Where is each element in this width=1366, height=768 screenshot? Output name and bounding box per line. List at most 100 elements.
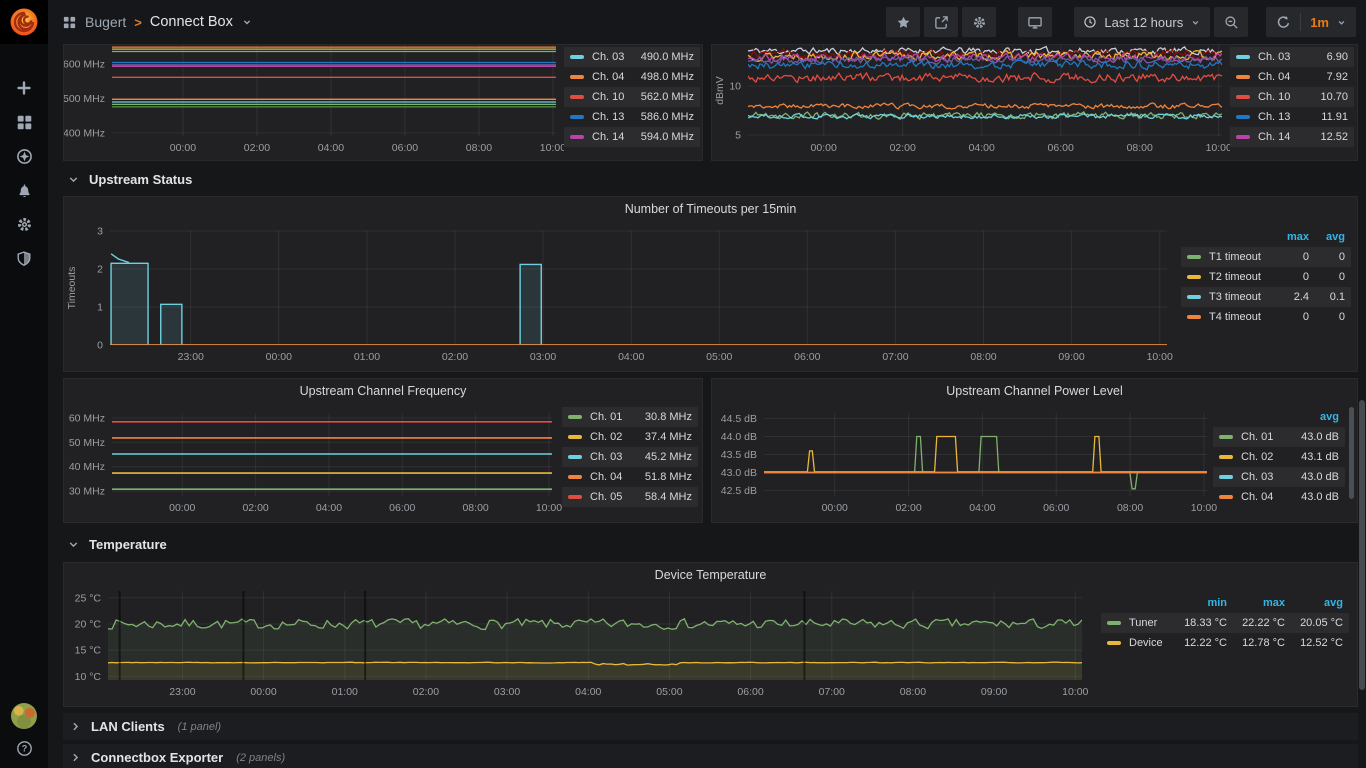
user-avatar[interactable] — [11, 703, 37, 729]
legend-row[interactable]: Ch. 14 12.52 — [1230, 127, 1354, 147]
series-color-swatch[interactable] — [1219, 495, 1233, 499]
series-color-swatch[interactable] — [570, 115, 584, 119]
series-color-swatch[interactable] — [1187, 315, 1201, 319]
breadcrumb[interactable]: Bugert > Connect Box — [62, 14, 253, 30]
dashboard-title[interactable]: Connect Box — [149, 14, 233, 30]
series-color-swatch[interactable] — [1107, 621, 1121, 625]
legend-row[interactable]: Ch. 04 498.0 MHz — [564, 67, 700, 87]
timeouts-chart[interactable]: 23:00 00:00 01:00 02:00 03:00 04:00 05:00 06:00… — [64, 197, 1179, 371]
legend-row[interactable]: Ch. 03 45.2 MHz — [562, 447, 698, 467]
legend-row[interactable]: Ch. 03 6.90 — [1230, 47, 1354, 67]
legend-stat-header[interactable]: avg — [1320, 411, 1339, 423]
series-color-swatch[interactable] — [568, 475, 582, 479]
legend-stat-header[interactable]: max — [1262, 597, 1285, 609]
series-color-swatch[interactable] — [1236, 55, 1250, 59]
panel-title[interactable]: Number of Timeouts per 15min — [624, 202, 797, 216]
legend-row[interactable]: Ch. 14 594.0 MHz — [564, 127, 700, 147]
legend-stat-header[interactable]: max — [1286, 231, 1309, 243]
legend-row[interactable]: Ch. 04 43.0 dB — [1213, 487, 1345, 507]
section-temperature[interactable]: Temperature — [63, 531, 1358, 558]
breadcrumb-folder[interactable]: Bugert — [85, 14, 127, 30]
chart-canvas[interactable]: 23:00 00:00 01:00 02:00 03:00 04:00 05:00 06:00… — [64, 197, 1179, 371]
chart-canvas[interactable]: 23:00 00:00 01:00 02:00 03:00 04:00 05:00 06:00… — [64, 563, 1094, 706]
alerting-button[interactable] — [13, 180, 35, 200]
chart-canvas[interactable]: 00:00 02:00 04:00 06:00 08:00 10:00 400 MHz 500… — [64, 45, 566, 160]
refresh-interval-picker[interactable]: 1m — [1301, 7, 1356, 37]
zoom-out-button[interactable] — [1214, 7, 1249, 37]
legend-row[interactable]: T2 timeout 0 0 — [1181, 267, 1351, 287]
series-color-swatch[interactable] — [1187, 275, 1201, 279]
dashboard-settings-button[interactable] — [962, 7, 997, 37]
legend-stat-header[interactable]: avg — [1326, 231, 1345, 243]
upstream-power-chart[interactable]: 00:00 02:00 04:00 06:00 08:00 10:00 42.5 dB 43.… — [712, 379, 1217, 522]
question-icon: ? — [16, 740, 32, 756]
series-color-swatch[interactable] — [568, 495, 582, 499]
legend-row[interactable]: Ch. 13 586.0 MHz — [564, 107, 700, 127]
series-color-swatch[interactable] — [1236, 135, 1250, 139]
panel-title[interactable]: Device Temperature — [654, 568, 767, 582]
legend-row[interactable]: T1 timeout 0 0 — [1181, 247, 1351, 267]
upstream-frequency-chart[interactable]: 00:00 02:00 04:00 06:00 08:00 10:00 30 MHz 40 M… — [64, 379, 562, 522]
star-dashboard-button[interactable] — [886, 7, 921, 37]
create-button[interactable] — [13, 78, 35, 98]
series-color-swatch[interactable] — [1187, 295, 1201, 299]
grafana-logo[interactable] — [0, 0, 48, 44]
panel-title[interactable]: Upstream Channel Power Level — [946, 384, 1123, 398]
legend-row[interactable]: Ch. 05 58.4 MHz — [562, 487, 698, 507]
series-color-swatch[interactable] — [1236, 115, 1250, 119]
legend-row[interactable]: Ch. 10 562.0 MHz — [564, 87, 700, 107]
series-color-swatch[interactable] — [570, 55, 584, 59]
legend-row[interactable]: Ch. 03 43.0 dB — [1213, 467, 1345, 487]
legend-stat-header[interactable]: min — [1207, 597, 1227, 609]
section-upstream-status[interactable]: Upstream Status — [63, 166, 1358, 193]
legend-row[interactable]: Ch. 13 11.91 — [1230, 107, 1354, 127]
page-scrollbar[interactable] — [1359, 400, 1365, 690]
series-color-swatch[interactable] — [570, 95, 584, 99]
series-color-swatch[interactable] — [568, 435, 582, 439]
series-color-swatch[interactable] — [1219, 475, 1233, 479]
refresh-button[interactable] — [1266, 7, 1300, 37]
legend-row[interactable]: Ch. 02 43.1 dB — [1213, 447, 1345, 467]
device-temperature-chart[interactable]: 23:00 00:00 01:00 02:00 03:00 04:00 05:00 06:00… — [64, 563, 1094, 706]
legend-scrollbar[interactable] — [1349, 407, 1354, 499]
explore-button[interactable] — [13, 146, 35, 166]
time-range-picker[interactable]: Last 12 hours — [1074, 7, 1211, 37]
legend-row[interactable]: T3 timeout 2.4 0.1 — [1181, 287, 1351, 307]
chart-canvas[interactable]: 00:00 02:00 04:00 06:00 08:00 10:00 42.5 dB 43.… — [712, 379, 1217, 522]
legend-row[interactable]: Ch. 04 7.92 — [1230, 67, 1354, 87]
chart-canvas[interactable]: 00:00 02:00 04:00 06:00 08:00 10:00 30 MHz 40 M… — [64, 379, 562, 522]
legend-row[interactable]: Ch. 10 10.70 — [1230, 87, 1354, 107]
series-color-swatch[interactable] — [1219, 435, 1233, 439]
series-color-swatch[interactable] — [1187, 255, 1201, 259]
configuration-button[interactable] — [13, 214, 35, 234]
legend-row[interactable]: Tuner 18.33 °C 22.22 °C 20.05 °C — [1101, 613, 1349, 633]
series-color-swatch[interactable] — [568, 415, 582, 419]
downstream-frequency-chart[interactable]: 00:00 02:00 04:00 06:00 08:00 10:00 400 MHz 500… — [64, 45, 566, 160]
legend-row[interactable]: Ch. 03 490.0 MHz — [564, 47, 700, 67]
series-color-swatch[interactable] — [1236, 75, 1250, 79]
series-color-swatch[interactable] — [568, 455, 582, 459]
series-color-swatch[interactable] — [1219, 455, 1233, 459]
legend-row[interactable]: Ch. 04 51.8 MHz — [562, 467, 698, 487]
share-dashboard-button[interactable] — [924, 7, 959, 37]
panel-title[interactable]: Upstream Channel Frequency — [299, 384, 467, 398]
series-color-swatch[interactable] — [570, 75, 584, 79]
server-admin-button[interactable] — [13, 248, 35, 268]
help-button[interactable]: ? — [13, 738, 35, 758]
legend-row[interactable]: Ch. 02 37.4 MHz — [562, 427, 698, 447]
legend-row[interactable]: T4 timeout 0 0 — [1181, 307, 1351, 327]
series-color-swatch[interactable] — [1236, 95, 1250, 99]
dashboards-button[interactable] — [13, 112, 35, 132]
legend-stat-header[interactable]: avg — [1324, 597, 1343, 609]
legend-row[interactable]: Device 12.22 °C 12.78 °C 12.52 °C — [1101, 633, 1349, 653]
section-connectbox-exporter[interactable]: Connectbox Exporter (2 panels) — [63, 744, 1358, 768]
series-color-swatch[interactable] — [570, 135, 584, 139]
legend-row[interactable]: Ch. 01 30.8 MHz — [562, 407, 698, 427]
legend-row[interactable]: Ch. 01 43.0 dB — [1213, 427, 1345, 447]
series-color-swatch[interactable] — [1107, 641, 1121, 645]
tv-mode-button[interactable] — [1018, 7, 1053, 37]
section-lan-clients[interactable]: LAN Clients (1 panel) — [63, 713, 1358, 740]
gear-icon — [17, 217, 31, 231]
downstream-power-chart[interactable]: 00:00 02:00 04:00 06:00 08:00 10:00 5 10 dBmV — [712, 45, 1232, 160]
